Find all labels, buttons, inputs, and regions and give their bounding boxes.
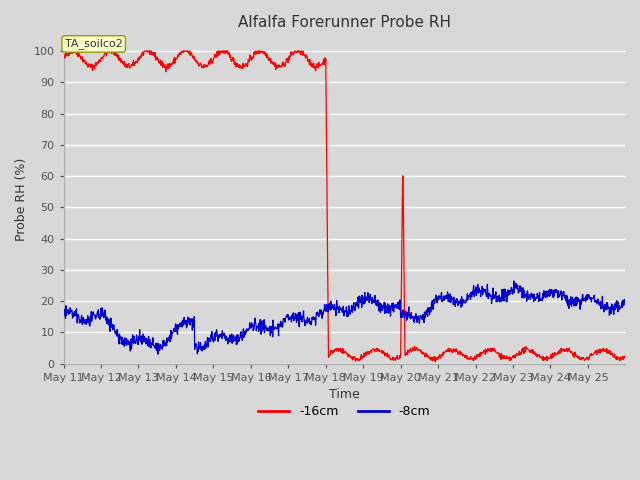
Text: TA_soilco2: TA_soilco2 [65,38,123,49]
Y-axis label: Probe RH (%): Probe RH (%) [15,158,28,241]
Title: Alfalfa Forerunner Probe RH: Alfalfa Forerunner Probe RH [238,15,451,30]
X-axis label: Time: Time [329,388,360,401]
Legend: -16cm, -8cm: -16cm, -8cm [253,400,435,423]
